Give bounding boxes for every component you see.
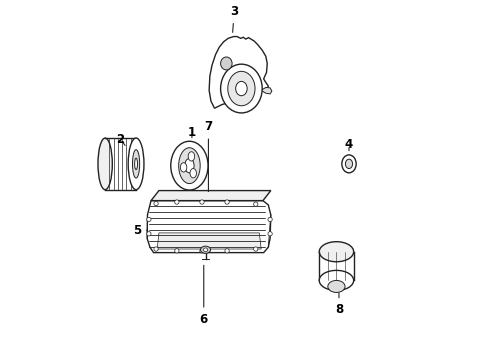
Ellipse shape — [268, 231, 272, 236]
Text: 1: 1 — [188, 126, 196, 139]
Ellipse shape — [147, 231, 151, 236]
Polygon shape — [209, 37, 269, 108]
Ellipse shape — [171, 141, 208, 190]
Polygon shape — [147, 201, 271, 253]
Ellipse shape — [228, 71, 255, 106]
Ellipse shape — [328, 280, 345, 292]
Ellipse shape — [180, 163, 187, 172]
Ellipse shape — [132, 150, 140, 178]
Ellipse shape — [203, 248, 208, 252]
Text: 2: 2 — [117, 132, 125, 145]
Ellipse shape — [175, 200, 179, 204]
Text: 3: 3 — [230, 5, 238, 32]
Ellipse shape — [200, 200, 204, 204]
Polygon shape — [157, 233, 261, 249]
Ellipse shape — [185, 158, 194, 173]
Ellipse shape — [98, 138, 112, 190]
Text: 8: 8 — [335, 293, 343, 316]
Ellipse shape — [154, 201, 158, 206]
Ellipse shape — [319, 270, 354, 291]
Text: 6: 6 — [199, 265, 208, 326]
Text: 4: 4 — [345, 138, 353, 151]
Ellipse shape — [345, 159, 353, 168]
Ellipse shape — [190, 168, 196, 178]
Text: 7: 7 — [204, 121, 213, 192]
Ellipse shape — [254, 247, 258, 251]
Ellipse shape — [220, 64, 262, 113]
Ellipse shape — [220, 57, 232, 70]
Ellipse shape — [147, 217, 151, 222]
Ellipse shape — [236, 81, 247, 96]
Ellipse shape — [175, 249, 179, 253]
Ellipse shape — [342, 155, 356, 173]
Ellipse shape — [200, 249, 204, 253]
Ellipse shape — [225, 249, 229, 253]
Ellipse shape — [268, 217, 272, 222]
Ellipse shape — [319, 242, 354, 262]
Ellipse shape — [188, 152, 195, 161]
Ellipse shape — [225, 200, 229, 204]
Ellipse shape — [254, 202, 258, 206]
Text: 5: 5 — [133, 224, 147, 237]
Ellipse shape — [200, 246, 211, 253]
Ellipse shape — [135, 158, 138, 170]
Polygon shape — [262, 87, 272, 94]
Ellipse shape — [179, 148, 200, 184]
Ellipse shape — [128, 138, 144, 190]
Polygon shape — [151, 190, 271, 201]
Ellipse shape — [154, 247, 158, 251]
